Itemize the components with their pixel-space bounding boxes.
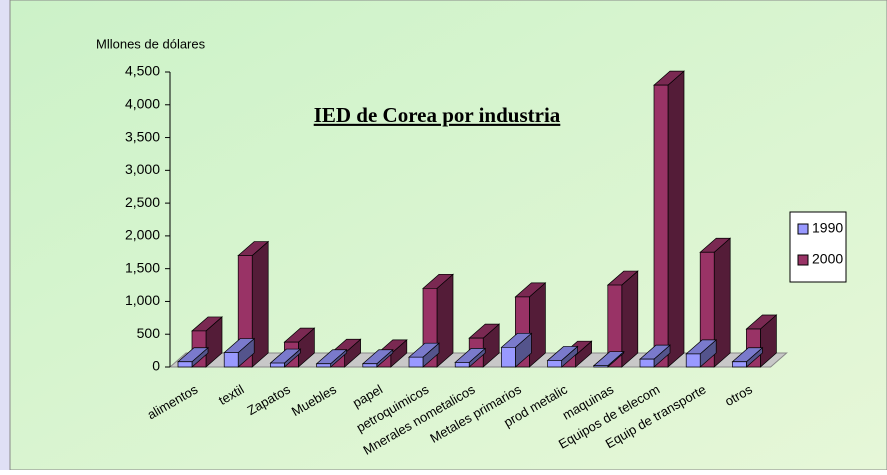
- y-tick-label: 500: [137, 325, 161, 341]
- bar: [408, 342, 440, 368]
- bar: [500, 332, 533, 368]
- legend-label: 2000: [812, 251, 843, 267]
- legend-swatch: [797, 223, 809, 235]
- bar: [223, 337, 256, 368]
- bar: [606, 270, 639, 368]
- y-tick-label: 4,000: [125, 95, 160, 111]
- bar: [454, 347, 487, 368]
- y-tick-label: 0: [152, 358, 160, 374]
- bar: [546, 345, 579, 368]
- bar: [653, 70, 685, 368]
- bar: [592, 350, 625, 368]
- bar: [639, 344, 671, 368]
- y-tick-label: 3,500: [125, 128, 160, 144]
- bar: [269, 348, 302, 368]
- y-tick-label: 2,000: [125, 227, 160, 243]
- y-tick-label: 1,000: [125, 292, 160, 308]
- y-tick-label: 1,500: [125, 259, 160, 275]
- bar: [315, 348, 348, 368]
- chart-area: [9, 0, 887, 471]
- chart-title: IED de Corea por industria: [314, 103, 561, 127]
- y-tick-label: 2,500: [125, 194, 160, 210]
- y-tick-label: 4,500: [125, 63, 160, 79]
- bar: [699, 237, 732, 368]
- y-tick-label: 3,000: [125, 161, 160, 177]
- legend-label: 1990: [812, 220, 843, 236]
- y-axis-title: Mllones de dólares: [96, 36, 206, 51]
- legend-swatch: [797, 254, 809, 266]
- bar: [177, 346, 209, 368]
- bar: [745, 314, 778, 368]
- bar: [731, 346, 764, 368]
- bar: [361, 348, 394, 368]
- bar: [685, 339, 718, 368]
